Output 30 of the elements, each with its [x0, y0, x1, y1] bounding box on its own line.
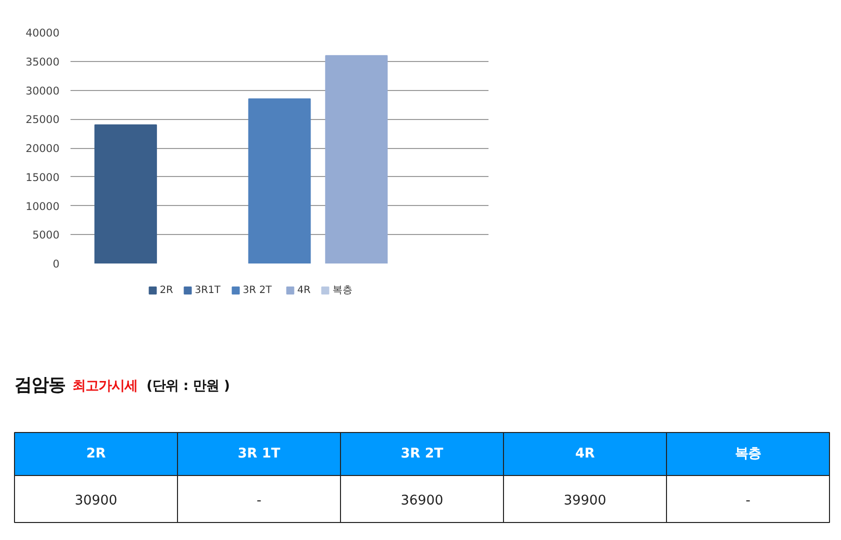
text: -	[256, 494, 262, 508]
text: 39900	[564, 494, 606, 508]
y-tick-label: 10000	[26, 200, 60, 213]
category-label: 3R 2T	[400, 446, 444, 462]
legend-label: 2R	[160, 285, 174, 296]
category-label: 4R	[575, 446, 595, 462]
y-tick-label: 25000	[26, 113, 60, 126]
text: 최고가시세	[72, 379, 138, 394]
text: 36900	[400, 494, 444, 508]
y-tick-label: 20000	[26, 142, 60, 155]
text: 30900	[74, 494, 118, 508]
bar	[248, 98, 311, 264]
legend-label: 3R1T	[194, 285, 222, 296]
legend-label: 4R	[297, 285, 311, 296]
legend-label: 3R 2T	[242, 285, 273, 296]
category-label: 복층	[735, 446, 761, 462]
text: (단위 : 만원 )	[146, 379, 230, 394]
y-tick-label: 35000	[26, 55, 60, 68]
y-tick-label: 15000	[26, 170, 60, 184]
legend-label: 복층	[332, 285, 352, 296]
y-tick-label: 0	[52, 258, 60, 270]
text: -	[746, 494, 750, 508]
y-tick-label: 30000	[26, 84, 60, 98]
bar	[94, 124, 157, 264]
category-label: 3R 1T	[238, 446, 282, 462]
y-tick-label: 5000	[32, 228, 60, 242]
category-label: 2R	[86, 446, 106, 462]
y-tick-label: 40000	[26, 26, 60, 40]
bar	[325, 55, 388, 264]
text: 검암동	[14, 376, 66, 396]
